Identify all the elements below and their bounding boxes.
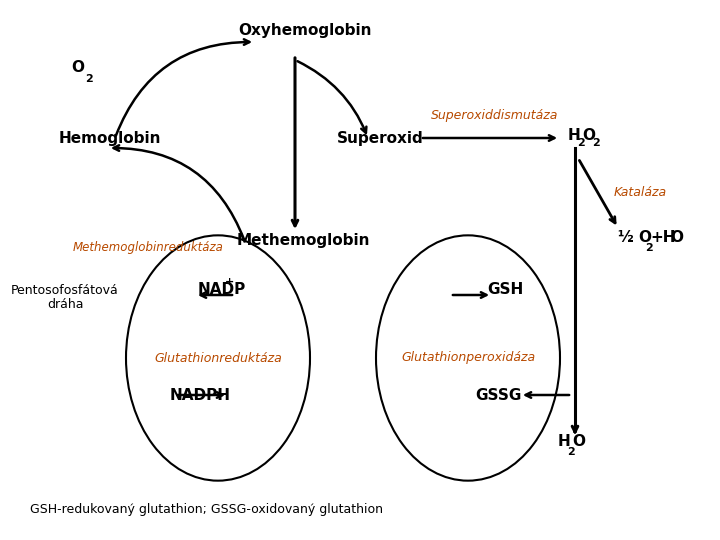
Text: Glutathionperoxidáza: Glutathionperoxidáza bbox=[401, 352, 535, 365]
Text: GSH: GSH bbox=[487, 282, 523, 298]
Text: GSH-redukovaný glutathion; GSSG-oxidovaný glutathion: GSH-redukovaný glutathion; GSSG-oxidovan… bbox=[30, 503, 383, 516]
Text: 2: 2 bbox=[645, 243, 653, 253]
Text: Oxyhemoglobin: Oxyhemoglobin bbox=[238, 23, 372, 37]
Text: Hemoglobin: Hemoglobin bbox=[59, 131, 161, 145]
Text: 2: 2 bbox=[577, 138, 585, 148]
Text: Kataláza: Kataláza bbox=[613, 186, 667, 199]
Text: O: O bbox=[572, 435, 585, 449]
Text: Pentosofosfátová: Pentosofosfátová bbox=[11, 284, 119, 296]
Text: O: O bbox=[582, 127, 595, 143]
Text: +H: +H bbox=[650, 231, 675, 246]
Text: Superoxiddismutáza: Superoxiddismutáza bbox=[431, 109, 559, 122]
Text: O: O bbox=[71, 60, 84, 76]
Text: dráha: dráha bbox=[47, 299, 84, 312]
Text: NADPH: NADPH bbox=[169, 388, 230, 402]
Text: Glutathionreduktáza: Glutathionreduktáza bbox=[154, 352, 282, 365]
Text: Superoxid: Superoxid bbox=[337, 131, 423, 145]
Text: Methemoglobin: Methemoglobin bbox=[236, 233, 370, 247]
Text: H: H bbox=[558, 435, 571, 449]
Text: Methemoglobinreduktáza: Methemoglobinreduktáza bbox=[73, 241, 223, 254]
Text: NADP: NADP bbox=[198, 282, 246, 298]
Text: 2: 2 bbox=[567, 447, 575, 457]
Text: ½ O: ½ O bbox=[618, 231, 652, 246]
Text: 2: 2 bbox=[85, 74, 93, 84]
Text: GSSG: GSSG bbox=[474, 388, 521, 402]
Text: H: H bbox=[568, 127, 581, 143]
Text: 2: 2 bbox=[592, 138, 600, 148]
Text: O: O bbox=[670, 231, 683, 246]
Text: +: + bbox=[225, 277, 234, 287]
